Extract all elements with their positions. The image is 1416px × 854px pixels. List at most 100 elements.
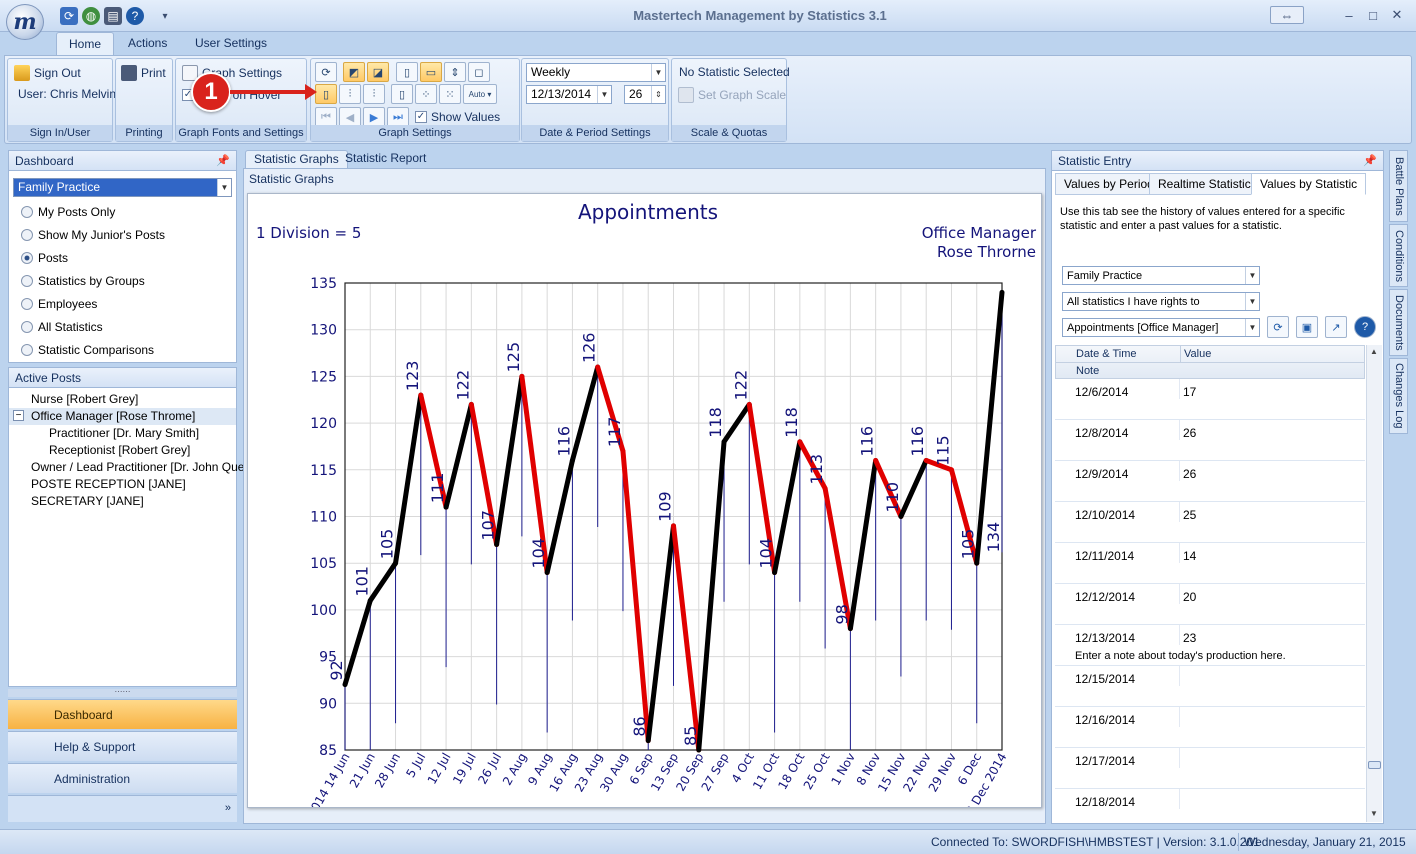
date-picker[interactable]: 12/13/2014 ▼ xyxy=(526,85,612,104)
view-option-statistics-by-groups[interactable]: Statistics by Groups xyxy=(21,274,145,288)
table-row[interactable]: 12/8/2014 26 xyxy=(1055,420,1365,461)
show-values-checkbox[interactable]: ✓ Show Values xyxy=(415,110,500,124)
post-receptionist[interactable]: Receptionist [Robert Grey] xyxy=(49,443,191,457)
post-secretary[interactable]: SECRETARY [JANE] xyxy=(31,494,144,508)
nav-dashboard[interactable]: Dashboard xyxy=(8,699,237,729)
app-menu-button[interactable]: m xyxy=(6,4,44,40)
table-row[interactable]: 12/13/2014 23 Enter a note about today's p… xyxy=(1055,625,1365,666)
row-value[interactable]: 14 xyxy=(1183,549,1197,563)
globe-icon[interactable]: ◍ xyxy=(82,7,100,25)
tab-home[interactable]: Home xyxy=(56,32,115,56)
restore-layout-icon[interactable]: ⇔ xyxy=(1270,6,1304,24)
layout-right-icon[interactable]: ⫶ xyxy=(363,84,385,104)
view-option-show-my-junior-s-posts[interactable]: Show My Junior's Posts xyxy=(21,228,165,242)
row-note[interactable]: Enter a note about today's production he… xyxy=(1075,650,1286,662)
table-row[interactable]: 12/12/2014 20 xyxy=(1055,584,1365,625)
tab-user-settings[interactable]: User Settings xyxy=(195,36,268,50)
help-icon[interactable]: ? xyxy=(126,7,144,25)
table-row[interactable]: 12/17/2014 xyxy=(1055,748,1365,789)
view-option-posts[interactable]: Posts xyxy=(21,251,68,265)
post-poste-reception[interactable]: POSTE RECEPTION [JANE] xyxy=(31,477,186,491)
tab-values-by-statistic[interactable]: Values by Statistic xyxy=(1251,173,1367,195)
refresh-graph-icon[interactable]: ⟳ xyxy=(315,62,337,82)
divisions-alt-icon[interactable]: ⁙ xyxy=(439,84,461,104)
row-date[interactable]: 12/9/2014 xyxy=(1075,467,1129,481)
trend-down-icon[interactable]: ◪ xyxy=(367,62,389,82)
side-tab-conditions[interactable]: Conditions xyxy=(1389,224,1408,287)
chevron-right-icon[interactable]: » xyxy=(224,802,231,814)
last-icon[interactable]: ⏭ xyxy=(387,107,409,127)
row-value[interactable]: 26 xyxy=(1183,467,1197,481)
entry-org-select[interactable]: Family Practice ▼ xyxy=(1062,266,1260,285)
side-tab-documents[interactable]: Documents xyxy=(1389,289,1408,356)
table-row[interactable]: 12/9/2014 26 xyxy=(1055,461,1365,502)
table-row[interactable]: 12/11/2014 14 xyxy=(1055,543,1365,584)
splitter-handle[interactable]: ⋯⋯ xyxy=(8,688,237,697)
auto-scale-button[interactable]: Auto ▾ xyxy=(463,84,497,104)
rights-select[interactable]: All statistics I have rights to ▼ xyxy=(1062,292,1260,311)
page-icon[interactable]: ▯ xyxy=(391,84,413,104)
fit-all-icon[interactable]: ◻ xyxy=(468,62,490,82)
prev-icon[interactable]: ◀ xyxy=(339,107,361,127)
row-date[interactable]: 12/17/2014 xyxy=(1075,754,1136,768)
layout-single-icon[interactable]: ▯ xyxy=(315,84,337,104)
scroll-down-icon[interactable]: ▼ xyxy=(1370,809,1378,818)
table-row[interactable]: 12/6/2014 17 xyxy=(1055,379,1365,420)
nav-help-support[interactable]: Help & Support xyxy=(8,731,237,761)
row-date[interactable]: 12/6/2014 xyxy=(1075,385,1129,399)
next-icon[interactable]: ▶ xyxy=(363,107,385,127)
page-landscape-icon[interactable]: ▭ xyxy=(420,62,442,82)
refresh-icon[interactable]: ⟳ xyxy=(60,7,78,25)
row-date[interactable]: 12/11/2014 xyxy=(1075,549,1135,563)
period-select[interactable]: Weekly ▼ xyxy=(526,63,666,82)
side-tab-battle-plans[interactable]: Battle Plans xyxy=(1389,150,1408,222)
table-row[interactable]: 12/15/2014 xyxy=(1055,666,1365,707)
row-date[interactable]: 12/10/2014 xyxy=(1075,508,1136,522)
post-owner[interactable]: Owner / Lead Practitioner [Dr. John Que] xyxy=(31,460,248,474)
column-note[interactable]: Note xyxy=(1076,365,1100,377)
table-row[interactable]: 12/18/2014 xyxy=(1055,789,1365,830)
close-button[interactable]: ✕ xyxy=(1391,7,1403,22)
view-option-all-statistics[interactable]: All Statistics xyxy=(21,320,103,334)
statistic-select[interactable]: Appointments [Office Manager] ▼ xyxy=(1062,318,1260,337)
row-date[interactable]: 12/16/2014 xyxy=(1075,713,1136,727)
nav-administration[interactable]: Administration xyxy=(8,763,237,793)
grid-scrollbar[interactable]: ▲ ▼ xyxy=(1366,345,1382,822)
table-row[interactable]: 12/16/2014 xyxy=(1055,707,1365,748)
save-icon[interactable]: ▣ xyxy=(1296,316,1318,338)
pin-icon[interactable]: 📌 xyxy=(1363,155,1377,167)
tab-statistic-report[interactable]: Statistic Report xyxy=(345,151,427,165)
layout-left-icon[interactable]: ⫶ xyxy=(339,84,361,104)
row-value[interactable]: 25 xyxy=(1183,508,1197,522)
tab-realtime-statistics[interactable]: Realtime Statistics xyxy=(1149,173,1266,195)
row-date[interactable]: 12/13/2014 xyxy=(1075,631,1136,645)
maximize-button[interactable]: □ xyxy=(1369,7,1377,23)
scroll-thumb[interactable] xyxy=(1368,761,1381,769)
collapse-icon[interactable]: − xyxy=(13,410,24,421)
printer-icon[interactable]: ▤ xyxy=(104,7,122,25)
tab-actions[interactable]: Actions xyxy=(128,36,168,50)
sign-out-button[interactable]: Sign Out xyxy=(14,65,81,81)
post-nurse[interactable]: Nurse [Robert Grey] xyxy=(31,392,139,406)
export-icon[interactable]: ↗ xyxy=(1325,316,1347,338)
tab-statistic-graphs[interactable]: Statistic Graphs xyxy=(245,150,348,168)
row-value[interactable]: 26 xyxy=(1183,426,1197,440)
row-value[interactable]: 20 xyxy=(1183,590,1197,604)
period-count-stepper[interactable]: 26 ⇕ xyxy=(624,85,666,104)
scroll-up-icon[interactable]: ▲ xyxy=(1370,347,1378,356)
set-graph-scale-button[interactable]: Set Graph Scale xyxy=(678,87,786,103)
qat-dropdown-icon[interactable]: ▾ xyxy=(162,10,168,22)
row-date[interactable]: 12/18/2014 xyxy=(1075,795,1136,809)
row-date[interactable]: 12/8/2014 xyxy=(1075,426,1129,440)
first-icon[interactable]: ⏮ xyxy=(315,107,337,127)
minimize-button[interactable]: – xyxy=(1345,7,1353,23)
side-tab-changes-log[interactable]: Changes Log xyxy=(1389,358,1408,434)
post-office-manager[interactable]: Office Manager [Rose Throme] xyxy=(31,409,196,423)
view-option-my-posts-only[interactable]: My Posts Only xyxy=(21,205,115,219)
row-date[interactable]: 12/12/2014 xyxy=(1075,590,1136,604)
pin-icon[interactable]: 📌 xyxy=(216,155,230,167)
view-option-employees[interactable]: Employees xyxy=(21,297,97,311)
refresh-icon[interactable]: ⟳ xyxy=(1267,316,1289,338)
row-value[interactable]: 23 xyxy=(1183,631,1197,645)
post-practitioner[interactable]: Practitioner [Dr. Mary Smith] xyxy=(49,426,200,440)
